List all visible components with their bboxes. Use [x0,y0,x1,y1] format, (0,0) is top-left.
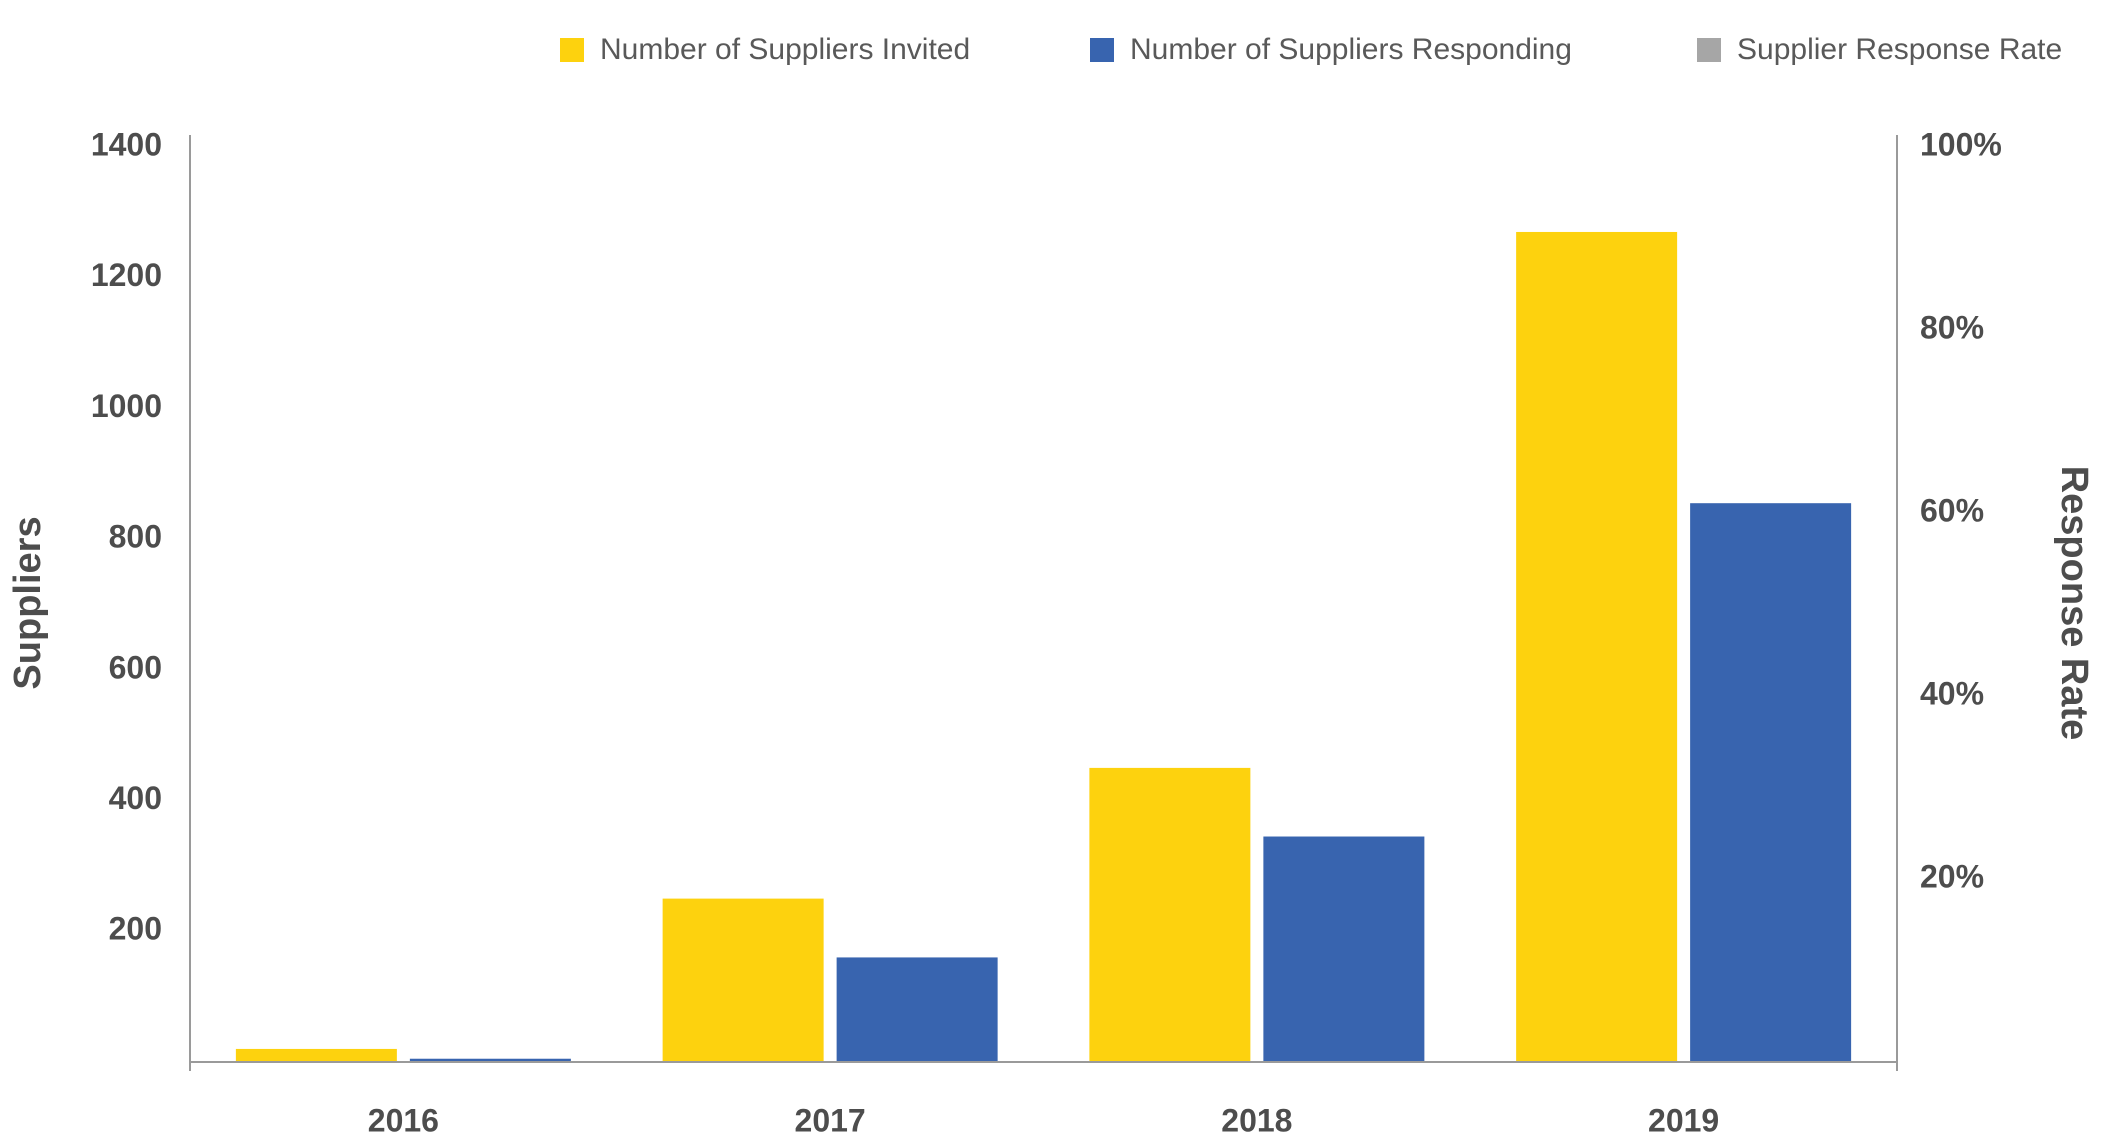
legend-label: Number of Suppliers Invited [600,33,970,66]
y-tick-label: 1200 [91,257,162,293]
y2-tick-label: 40% [1920,675,1984,711]
legend-swatch [1090,38,1114,62]
y-axis-title: Suppliers [7,516,49,689]
y2-axis-title: Response Rate [2053,466,2095,741]
legend-label: Number of Suppliers Responding [1130,33,1572,66]
bar [235,1048,397,1062]
bar [1263,836,1425,1062]
y-tick-label: 800 [109,519,162,555]
y2-tick-label: 20% [1920,858,1984,894]
bar [409,1058,571,1062]
y-tick-label: 600 [109,649,162,685]
bar [836,957,998,1062]
legend-label: Supplier Response Rate [1737,33,2062,66]
y2-tick-label: 100% [1920,126,2002,162]
bar [662,898,824,1062]
x-tick-label: 2018 [1221,1102,1292,1138]
y2-tick-label: 80% [1920,309,1984,345]
legend-swatch [560,38,584,62]
legend-swatch [1697,38,1721,62]
bar [1089,767,1251,1062]
bar [1516,231,1678,1062]
y-tick-label: 1000 [91,388,162,424]
bar [1690,503,1852,1063]
y-tick-label: 1400 [91,126,162,162]
y-tick-label: 400 [109,780,162,816]
x-tick-label: 2016 [368,1102,439,1138]
y2-tick-label: 60% [1920,492,1984,528]
x-tick-label: 2017 [795,1102,866,1138]
x-tick-label: 2019 [1648,1102,1719,1138]
y-tick-label: 200 [109,911,162,947]
